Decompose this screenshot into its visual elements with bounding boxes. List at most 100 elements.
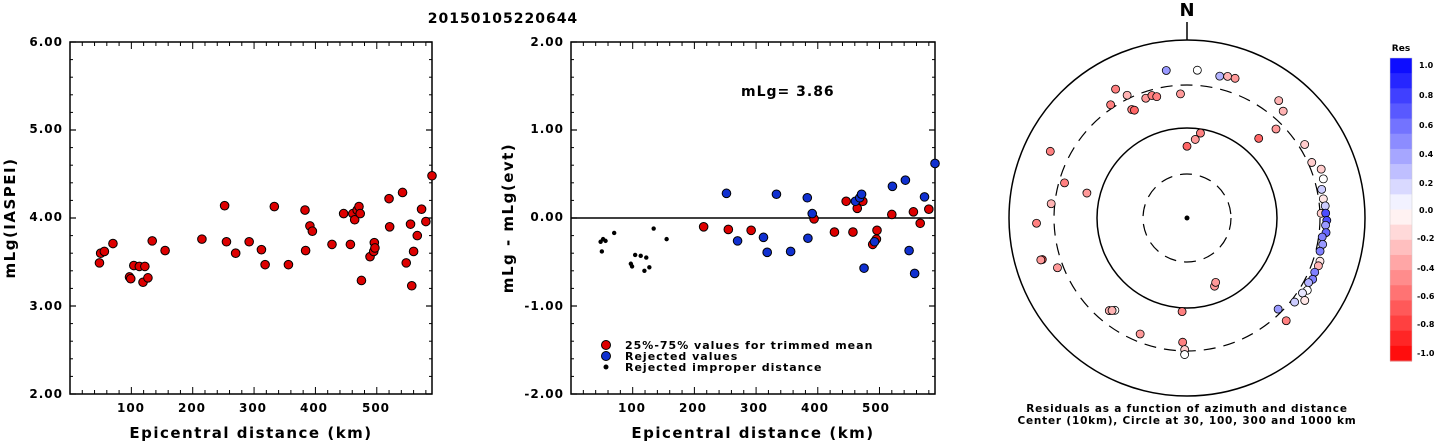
residual-point — [1254, 133, 1264, 143]
improper-distance-point — [638, 253, 643, 259]
colorbar-cell — [1390, 103, 1412, 120]
colorbar-label: 0.4 — [1419, 150, 1434, 159]
residual-point — [1192, 65, 1202, 75]
data-point — [160, 245, 170, 256]
trimmed-mean-point — [924, 204, 934, 214]
left-ytick-label: 6.00 — [29, 35, 63, 49]
colorbar-cell — [1390, 73, 1412, 89]
rejected-point — [919, 192, 930, 202]
rejected-point — [869, 236, 880, 247]
colorbar-label: 0.8 — [1419, 91, 1434, 100]
colorbar-cell — [1390, 118, 1412, 135]
residual-point — [1307, 158, 1317, 167]
middle-xtick-label: 400 — [801, 401, 829, 415]
residual-point — [1180, 350, 1190, 359]
improper-distance-point — [599, 249, 605, 254]
residual-point — [1316, 164, 1326, 174]
rejected-point — [762, 247, 772, 258]
data-point — [397, 187, 408, 198]
improper-distance-point — [647, 265, 652, 270]
rejected-point — [785, 246, 796, 257]
residual-point — [1223, 71, 1233, 81]
data-point — [384, 222, 395, 232]
left-plot-ticks — [69, 41, 432, 395]
colorbar-cell — [1390, 239, 1412, 256]
residual-point — [1300, 140, 1310, 149]
residual-point — [1298, 288, 1307, 298]
legend: 25%-75% values for trimmed mean Rejected… — [601, 339, 872, 374]
left-ytick-label: 4.00 — [29, 210, 63, 224]
residual-point — [1106, 100, 1116, 110]
colorbar-label: -0.6 — [1417, 292, 1435, 301]
residual-point — [1215, 71, 1225, 81]
polar-plot: N Residuals as a function of azimuth and… — [1008, 0, 1366, 427]
data-point — [416, 204, 427, 214]
colorbar-cell — [1390, 224, 1412, 241]
rejected-point — [909, 268, 920, 279]
data-point — [94, 258, 105, 268]
colorbar-frame — [1389, 57, 1413, 362]
left-ytick-label: 2.00 — [29, 387, 63, 401]
data-point — [427, 170, 437, 181]
colorbar-label: 0.2 — [1419, 179, 1433, 188]
rejected-point — [721, 188, 732, 199]
colorbar-label: 1.0 — [1419, 61, 1434, 70]
data-point — [356, 275, 367, 286]
data-point — [401, 258, 412, 268]
residual-point — [1300, 296, 1310, 305]
rejected-point — [930, 158, 940, 169]
residual-point — [1045, 146, 1055, 156]
trimmed-mean-point — [746, 225, 756, 236]
figure-title: 20150105220644 — [428, 11, 578, 27]
colorbar-cell — [1390, 133, 1412, 150]
left-xtick-label: 300 — [239, 401, 267, 415]
legend-label-improper: Rejected improper distance — [625, 361, 822, 374]
trimmed-mean-point — [698, 222, 709, 232]
improper-distance-point — [642, 268, 647, 273]
middle-plot-ytick-labels: -2.00 -1.00 0.00 1.00 2.00 — [524, 35, 564, 401]
data-point — [384, 193, 394, 204]
colorbar-cell — [1390, 330, 1412, 347]
colorbar-label: -1.0 — [1417, 349, 1435, 358]
improper-distance-point — [632, 252, 638, 258]
colorbar-cell — [1390, 164, 1412, 180]
residual-point — [1177, 307, 1187, 317]
residual-point — [1271, 124, 1281, 134]
data-point — [345, 239, 356, 250]
data-point — [307, 226, 318, 236]
left-plot: 2.00 3.00 4.00 5.00 6.00 100 200 300 400… — [1, 35, 437, 441]
mlg-annotation: mLg= 3.86 — [741, 84, 835, 100]
polar-caption-line2: Center (10km), Circle at 30, 100, 300 an… — [1017, 415, 1356, 427]
polar-caption-line1: Residuals as a function of azimuth and d… — [1026, 403, 1348, 415]
data-point — [269, 201, 280, 212]
data-point — [412, 230, 423, 241]
middle-plot-xtick-labels: 100 200 300 400 500 — [618, 401, 890, 415]
middle-ytick-label: -1.00 — [524, 299, 564, 313]
residual-point — [1317, 184, 1327, 194]
rejected-point — [758, 232, 769, 243]
colorbar-label: 0.6 — [1419, 121, 1434, 130]
rejected-point — [802, 192, 813, 203]
residual-point — [1211, 277, 1221, 287]
residual-point — [1320, 201, 1330, 211]
trimmed-mean-point — [841, 196, 851, 207]
ring-100km — [1096, 127, 1278, 309]
data-point — [260, 259, 270, 270]
left-ytick-label: 5.00 — [29, 122, 63, 136]
colorbar-label: -0.8 — [1417, 320, 1435, 329]
rejected-point — [803, 233, 813, 244]
colorbar-cell — [1390, 148, 1412, 165]
data-point — [283, 259, 294, 270]
rejected-point — [900, 175, 911, 185]
residual-point — [1304, 278, 1313, 288]
colorbar-cell — [1390, 58, 1412, 74]
trimmed-mean-point — [848, 227, 858, 237]
data-point — [408, 246, 419, 257]
middle-xtick-label: 500 — [862, 401, 890, 415]
residual-point — [1182, 141, 1192, 151]
improper-distance-point — [629, 264, 635, 269]
residual-point — [1152, 92, 1162, 102]
colorbar-cell — [1390, 285, 1412, 301]
residual-point — [1161, 66, 1171, 75]
